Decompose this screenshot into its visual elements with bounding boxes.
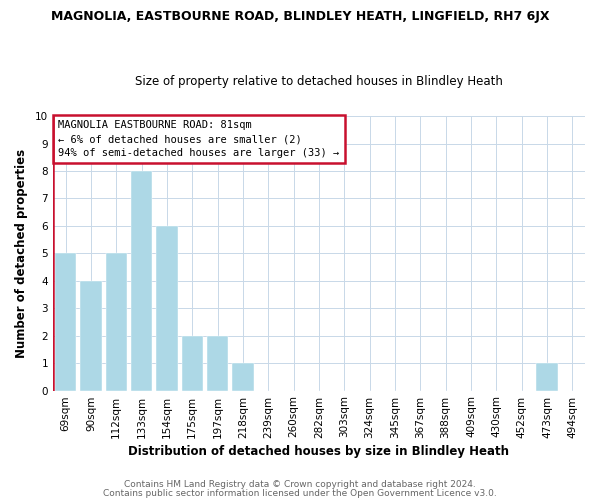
Text: MAGNOLIA EASTBOURNE ROAD: 81sqm
← 6% of detached houses are smaller (2)
94% of s: MAGNOLIA EASTBOURNE ROAD: 81sqm ← 6% of … [58,120,340,158]
Bar [131,171,152,390]
Bar [182,336,203,390]
Y-axis label: Number of detached properties: Number of detached properties [15,148,28,358]
Bar [80,281,102,390]
Text: MAGNOLIA, EASTBOURNE ROAD, BLINDLEY HEATH, LINGFIELD, RH7 6JX: MAGNOLIA, EASTBOURNE ROAD, BLINDLEY HEAT… [51,10,549,23]
Bar [156,226,178,390]
Text: Contains public sector information licensed under the Open Government Licence v3: Contains public sector information licen… [103,488,497,498]
Title: Size of property relative to detached houses in Blindley Heath: Size of property relative to detached ho… [135,76,503,88]
Bar [232,363,254,390]
Bar [55,254,76,390]
Text: Contains HM Land Registry data © Crown copyright and database right 2024.: Contains HM Land Registry data © Crown c… [124,480,476,489]
Bar [207,336,229,390]
Bar [536,363,558,390]
Bar [106,254,127,390]
X-axis label: Distribution of detached houses by size in Blindley Heath: Distribution of detached houses by size … [128,444,509,458]
